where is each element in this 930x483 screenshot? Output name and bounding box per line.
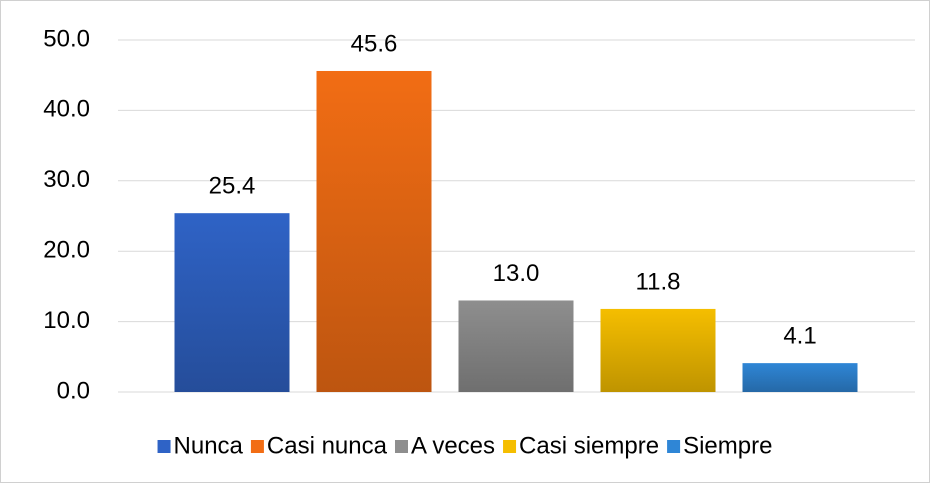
data-label: 45.6 <box>351 30 398 57</box>
y-tick-label: 10.0 <box>43 307 90 334</box>
legend-label: Casi nunca <box>267 432 388 459</box>
y-tick-label: 30.0 <box>43 166 90 193</box>
bar <box>600 308 716 392</box>
data-label: 25.4 <box>209 173 256 200</box>
legend-swatch <box>503 440 517 453</box>
legend-label: Siempre <box>683 432 772 459</box>
legend-swatch <box>157 440 171 453</box>
y-tick-label: 0.0 <box>57 377 90 404</box>
bar <box>174 213 290 392</box>
data-label: 13.0 <box>493 260 540 287</box>
legend-label: Casi siempre <box>519 432 659 459</box>
legend-swatch <box>250 440 264 453</box>
legend-swatch <box>394 440 408 453</box>
y-tick-label: 20.0 <box>43 237 90 264</box>
bar <box>742 363 858 392</box>
legend-label: A veces <box>411 432 495 459</box>
y-tick-label: 40.0 <box>43 96 90 123</box>
data-label: 4.1 <box>783 322 816 349</box>
bar <box>316 70 432 392</box>
legend-label: Nunca <box>174 432 244 459</box>
legend-swatch <box>667 440 681 453</box>
y-tick-label: 50.0 <box>43 25 90 52</box>
bar <box>458 300 574 392</box>
data-label: 11.8 <box>636 268 681 295</box>
